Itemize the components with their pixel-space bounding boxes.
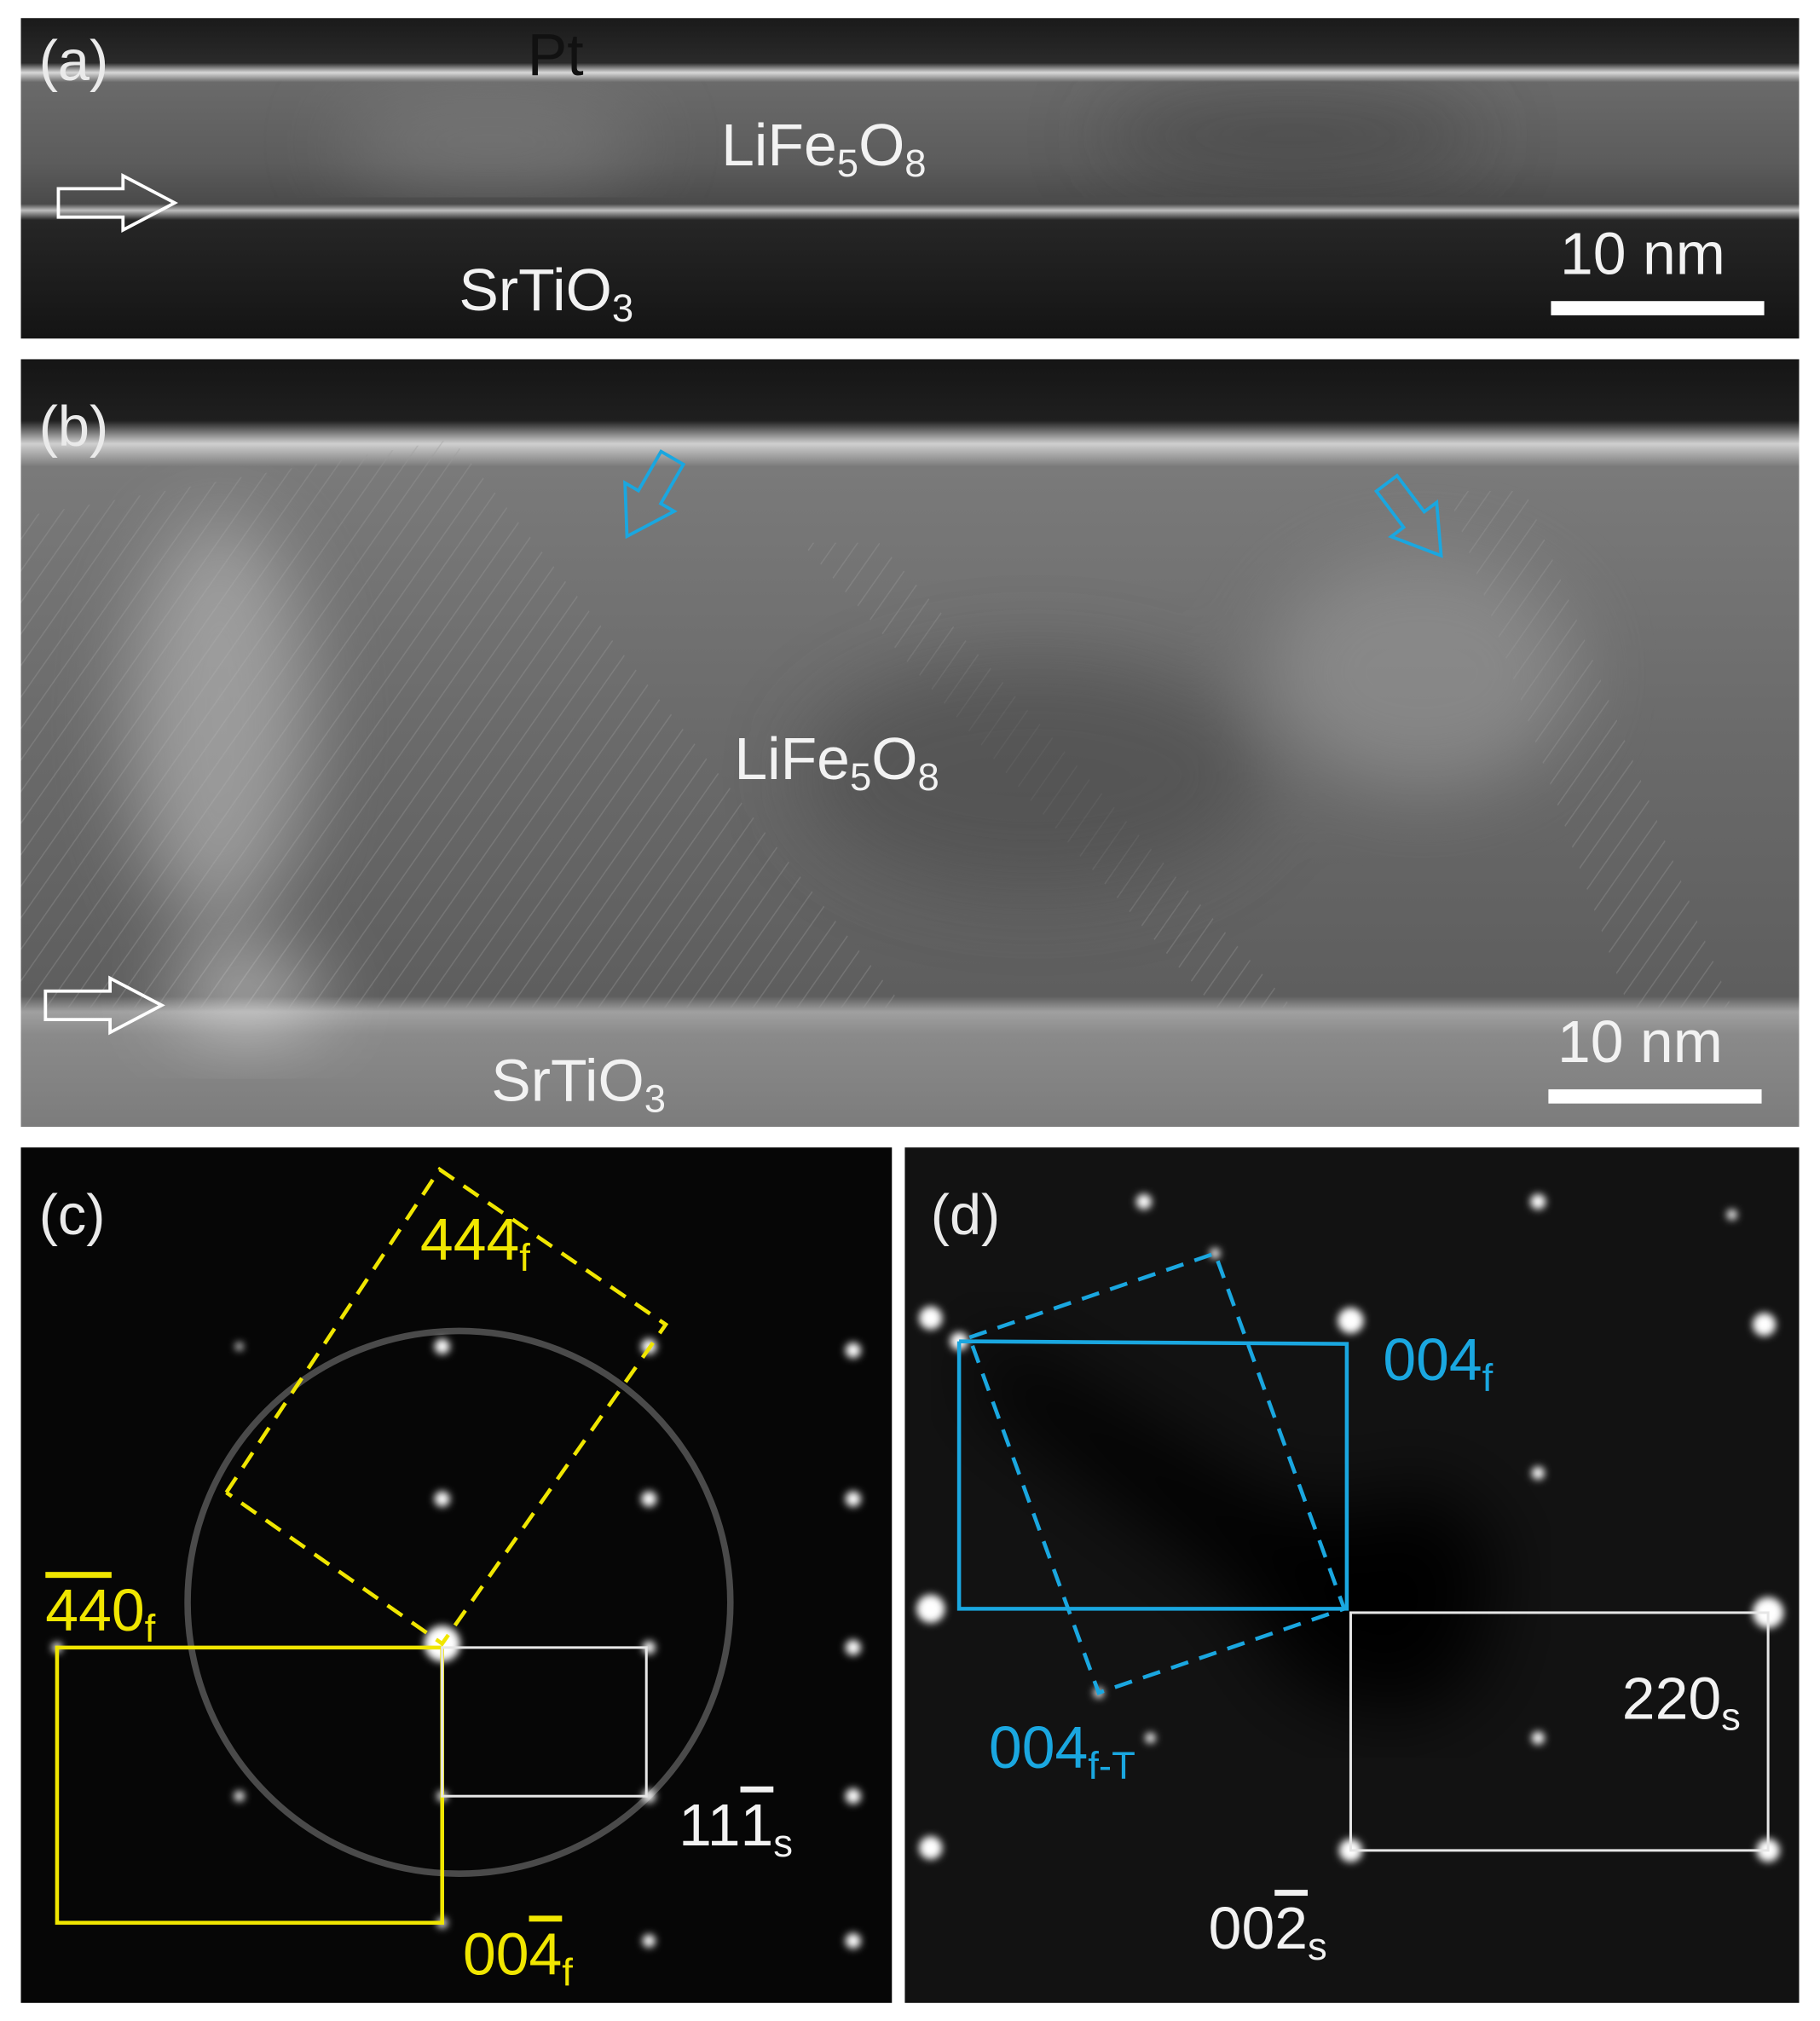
defect-arrow xyxy=(1373,473,1443,558)
spot-label: 002s xyxy=(1209,1895,1327,1968)
layer-label: SrTiO3 xyxy=(491,1048,666,1121)
dashed-cell xyxy=(968,1250,1347,1695)
label-part: 10 nm xyxy=(1560,220,1725,286)
spot-label: 004f-T xyxy=(989,1714,1135,1787)
label-part: 004 xyxy=(1383,1326,1482,1393)
layer-label: Pt xyxy=(528,21,584,88)
label-part: 004 xyxy=(989,1714,1088,1781)
scale-label: 10 nm xyxy=(1557,1008,1723,1075)
diffraction-spots xyxy=(51,1338,861,1949)
spot-label: 004f xyxy=(463,1920,573,1994)
label-part: s xyxy=(1308,1926,1327,1969)
label-part: 10 nm xyxy=(1557,1008,1723,1075)
panel-label: (b) xyxy=(39,396,109,459)
layer-label: SrTiO3 xyxy=(459,257,633,330)
label-part: f-T xyxy=(1088,1744,1135,1787)
spot-label: 111s xyxy=(679,1792,793,1865)
label-part: 4 xyxy=(529,1920,563,1987)
label-part: 8 xyxy=(904,142,926,186)
solid-cell xyxy=(55,1645,444,1926)
label-part: LiFe xyxy=(721,112,837,178)
panel-label: (a) xyxy=(39,30,109,93)
scale-bar xyxy=(1551,301,1765,315)
label-part: 3 xyxy=(612,286,633,330)
label-part: 5 xyxy=(837,142,858,186)
label-part: 8 xyxy=(917,756,939,800)
scale-label: 10 nm xyxy=(1560,220,1725,286)
label-part: f xyxy=(562,1951,573,1995)
contrast-blobs xyxy=(336,90,1487,188)
label-part: s xyxy=(1721,1695,1741,1739)
substrate-cell xyxy=(1349,1611,1770,1852)
spot-label: 220s xyxy=(1622,1665,1741,1738)
scale-bar xyxy=(1548,1088,1762,1104)
diffraction-c xyxy=(20,1147,893,2003)
label-part: SrTiO xyxy=(491,1048,644,1114)
label-part: 444 xyxy=(420,1206,519,1273)
label-part: O xyxy=(858,112,904,178)
label-part: 3 xyxy=(644,1077,666,1121)
label-part: 44 xyxy=(45,1577,112,1643)
layer-label: LiFe5O8 xyxy=(721,112,926,185)
label-part: 220 xyxy=(1622,1665,1721,1731)
interface-arrow xyxy=(43,975,165,1036)
label-part: 5 xyxy=(850,756,871,800)
label-part: 2 xyxy=(1274,1895,1308,1961)
label-part: Pt xyxy=(528,21,584,88)
beam-stop xyxy=(982,1331,1499,1719)
label-part: f xyxy=(145,1608,156,1651)
label-part: 00 xyxy=(1209,1895,1275,1961)
contrast-blobs xyxy=(129,517,1577,1028)
label-part: f xyxy=(519,1237,530,1280)
label-part: 0 xyxy=(112,1577,145,1643)
panel-label: (c) xyxy=(39,1184,106,1247)
label-part: 00 xyxy=(463,1920,529,1987)
defect-arrow xyxy=(623,449,686,540)
interface-arrow xyxy=(56,173,178,233)
label-part: 11 xyxy=(679,1792,740,1858)
diffraction-ring xyxy=(184,1327,734,1877)
label-part: 1 xyxy=(741,1792,774,1858)
spot-label: 444f xyxy=(420,1206,530,1279)
label-part: SrTiO xyxy=(459,257,611,323)
label-part: LiFe xyxy=(734,725,850,792)
label-part: s xyxy=(773,1822,793,1865)
spot-label: 004f xyxy=(1383,1326,1493,1400)
panel-label: (d) xyxy=(931,1184,1001,1247)
substrate-cell xyxy=(441,1646,648,1798)
label-part: f xyxy=(1482,1357,1494,1400)
layer-label: LiFe5O8 xyxy=(734,725,939,799)
tem-image-a xyxy=(20,18,1800,339)
dashed-cell xyxy=(224,1166,669,1647)
spot-label: 440f xyxy=(45,1577,155,1650)
label-part: O xyxy=(871,725,917,792)
solid-cell xyxy=(956,1339,1349,1611)
